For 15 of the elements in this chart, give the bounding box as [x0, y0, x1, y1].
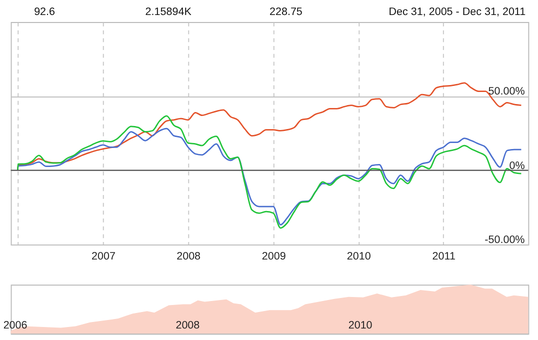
y-tick-label: 0%: [509, 160, 526, 172]
y-tick-label: -50.00%: [484, 234, 526, 246]
x-tick-label: 2008: [176, 250, 201, 263]
y-tick-label: 50.00%: [488, 86, 526, 98]
x-tick-label: 2008: [176, 319, 200, 332]
text: Dec 31, 2005 - Dec 31, 2011: [388, 6, 526, 18]
x-tick-label: 2011: [432, 250, 456, 263]
x-tick-label: 2009: [262, 250, 286, 263]
text: 228.75: [269, 6, 302, 18]
x-tick-label: 2006: [3, 319, 28, 332]
text: 2.15894K: [145, 6, 192, 18]
text: 92.6: [34, 6, 56, 18]
x-tick-label: 2010: [346, 250, 371, 263]
x-tick-label: 2007: [92, 250, 116, 263]
x-tick-label: 2010: [348, 319, 372, 332]
